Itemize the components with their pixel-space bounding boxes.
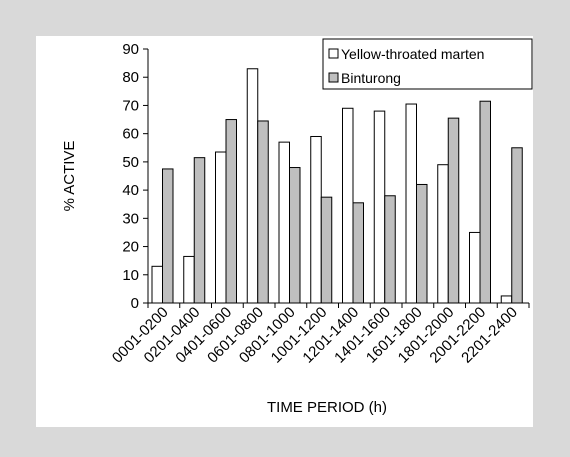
y-tick-label: 0 (131, 295, 139, 312)
bars-group (151, 68, 523, 304)
bar-chart: 0 10 20 30 40 50 60 70 80 90 0001-02000201-040004… (61, 38, 533, 416)
bar-binturong-0201-0400 (193, 157, 206, 304)
x-axis-title: TIME PERIOD (h) (267, 399, 387, 416)
bar-marten-1401-1600 (373, 110, 386, 304)
bar-marten-2001-2200 (469, 231, 481, 304)
y-tick-label: 20 (122, 239, 139, 256)
legend-box (322, 38, 533, 90)
bar-binturong-1401-1600 (384, 195, 396, 304)
y-tick-label: 60 (122, 126, 139, 143)
legend-swatch-marten (328, 48, 339, 59)
x-axis-ticks: 0001-02000201-04000401-06000601-08000801… (109, 303, 530, 367)
bar-binturong-0801-1000 (289, 167, 301, 304)
bar-binturong-1201-1400 (352, 202, 364, 304)
bar-binturong-2001-2200 (479, 100, 491, 304)
bar-binturong-2201-2400 (511, 147, 523, 304)
y-tick-label: 70 (122, 97, 139, 114)
bar-binturong-0401-0600 (225, 119, 237, 304)
bar-marten-1001-1200 (310, 135, 322, 304)
y-tick-label: 30 (122, 210, 139, 227)
legend-swatch-binturong (328, 72, 339, 83)
y-tick-label: 90 (122, 41, 139, 58)
bar-marten-0601-0800 (246, 68, 259, 304)
y-tick-label: 10 (122, 267, 139, 284)
bar-binturong-0001-0200 (162, 168, 174, 304)
legend-label-marten: Yellow-throated marten (341, 46, 484, 62)
y-axis-ticks: 0 10 20 30 40 50 60 70 80 90 (122, 41, 148, 312)
chart-panel: 0 10 20 30 40 50 60 70 80 90 0001-0200 0201-0400 04… (36, 36, 533, 427)
bar-binturong-1601-1800 (416, 183, 428, 304)
bar-marten-0001-0200 (151, 265, 163, 304)
legend: Yellow-throated marten Binturong (322, 38, 533, 90)
y-axis-title: % ACTIVE (61, 141, 78, 212)
bar-marten-0801-1000 (278, 141, 290, 304)
bar-binturong-0601-0800 (257, 120, 269, 304)
y-tick-label: 80 (122, 69, 139, 86)
bar-marten-1801-2000 (437, 164, 449, 304)
bar-binturong-1001-1200 (320, 196, 333, 304)
bar-marten-2201-2400 (500, 295, 513, 304)
bar-marten-0401-0600 (215, 151, 227, 304)
y-tick-label: 40 (122, 182, 139, 199)
bar-marten-1201-1400 (342, 107, 354, 304)
bar-marten-0201-0400 (183, 255, 195, 304)
y-tick-label: 50 (122, 154, 139, 171)
bar-marten-1601-1800 (405, 103, 417, 304)
bar-binturong-1801-2000 (447, 117, 460, 304)
legend-label-binturong: Binturong (341, 70, 401, 86)
